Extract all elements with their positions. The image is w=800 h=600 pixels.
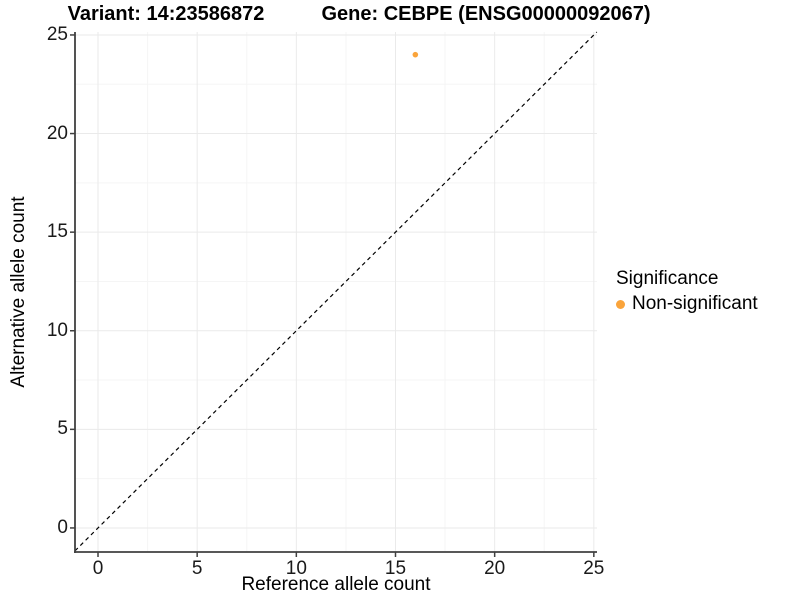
y-tick-label: 25 (46, 23, 68, 45)
identity-reference-line (74, 31, 598, 552)
x-tick-label: 0 (92, 558, 104, 579)
legend-point-icon (616, 299, 625, 309)
data-point (412, 51, 419, 58)
y-tick-label: 0 (57, 516, 68, 538)
y-tick-label: 10 (46, 319, 68, 341)
x-tick-label: 25 (583, 558, 605, 579)
legend-title: Significance (616, 268, 719, 289)
plot-title-variant: Variant: 14:23586872 (67, 3, 265, 25)
legend-item-label: Non-significant (632, 293, 758, 314)
x-tick-label: 15 (384, 558, 407, 579)
x-tick-label: 5 (191, 558, 203, 579)
plot-title-gene: Gene: CEBPE (ENSG00000092067) (321, 3, 651, 25)
legend-items: Non-significant (616, 293, 758, 315)
y-tick-label: 5 (57, 418, 68, 440)
x-tick-label: 10 (285, 558, 307, 579)
x-axis-label: Reference allele count (241, 574, 431, 595)
x-tick-label: 20 (484, 558, 506, 579)
legend-item: Non-significant (616, 293, 758, 315)
y-tick-label: 20 (46, 122, 68, 144)
legend: Significance Non-significant (616, 268, 758, 315)
y-tick-label: 15 (46, 221, 68, 243)
